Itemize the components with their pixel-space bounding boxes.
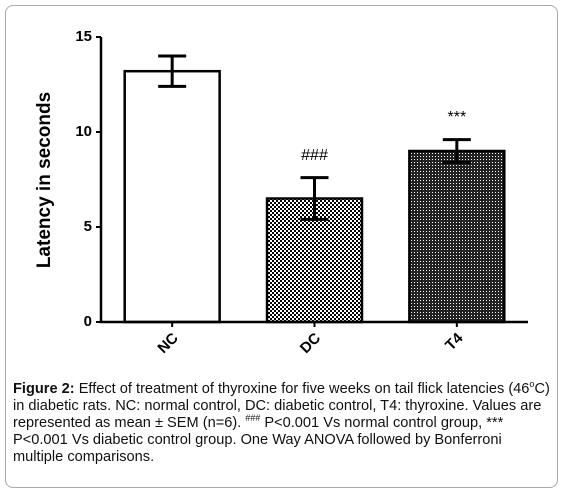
caption-label: Figure 2: [13, 381, 75, 397]
y-axis-label: Latency in seconds [34, 92, 55, 268]
caption-superscript: o [529, 379, 535, 390]
bar [123, 69, 221, 324]
bar [408, 149, 506, 324]
x-tick-label: T4 [442, 329, 467, 354]
x-tick-label: DC [297, 330, 324, 357]
annotation: *** [447, 109, 466, 126]
caption-text: P<0.001 Vs normal control group, *** P<0… [13, 415, 504, 465]
y-tick-label: 0 [84, 313, 92, 330]
error-bar [300, 176, 329, 221]
caption-text: C) in diabetic rats. NC: normal control,… [13, 381, 550, 431]
y-tick-label: 15 [75, 28, 92, 45]
caption-superscript: ### [245, 413, 261, 424]
chart: Latency in seconds 0 5 10 15 NC ### DC *** T4 [34, 28, 528, 357]
caption-text: Effect of treatment of thyroxine for fiv… [78, 381, 530, 397]
y-tick-label: 10 [75, 123, 92, 140]
annotation: ### [301, 147, 328, 164]
y-tick-label: 5 [84, 218, 92, 235]
x-tick-label: NC [154, 330, 181, 357]
error-bar [442, 138, 471, 164]
error-bar [158, 54, 187, 88]
figure-frame [5, 5, 558, 488]
caption: Figure 2: Effect of treatment of thyroxi… [13, 379, 553, 466]
